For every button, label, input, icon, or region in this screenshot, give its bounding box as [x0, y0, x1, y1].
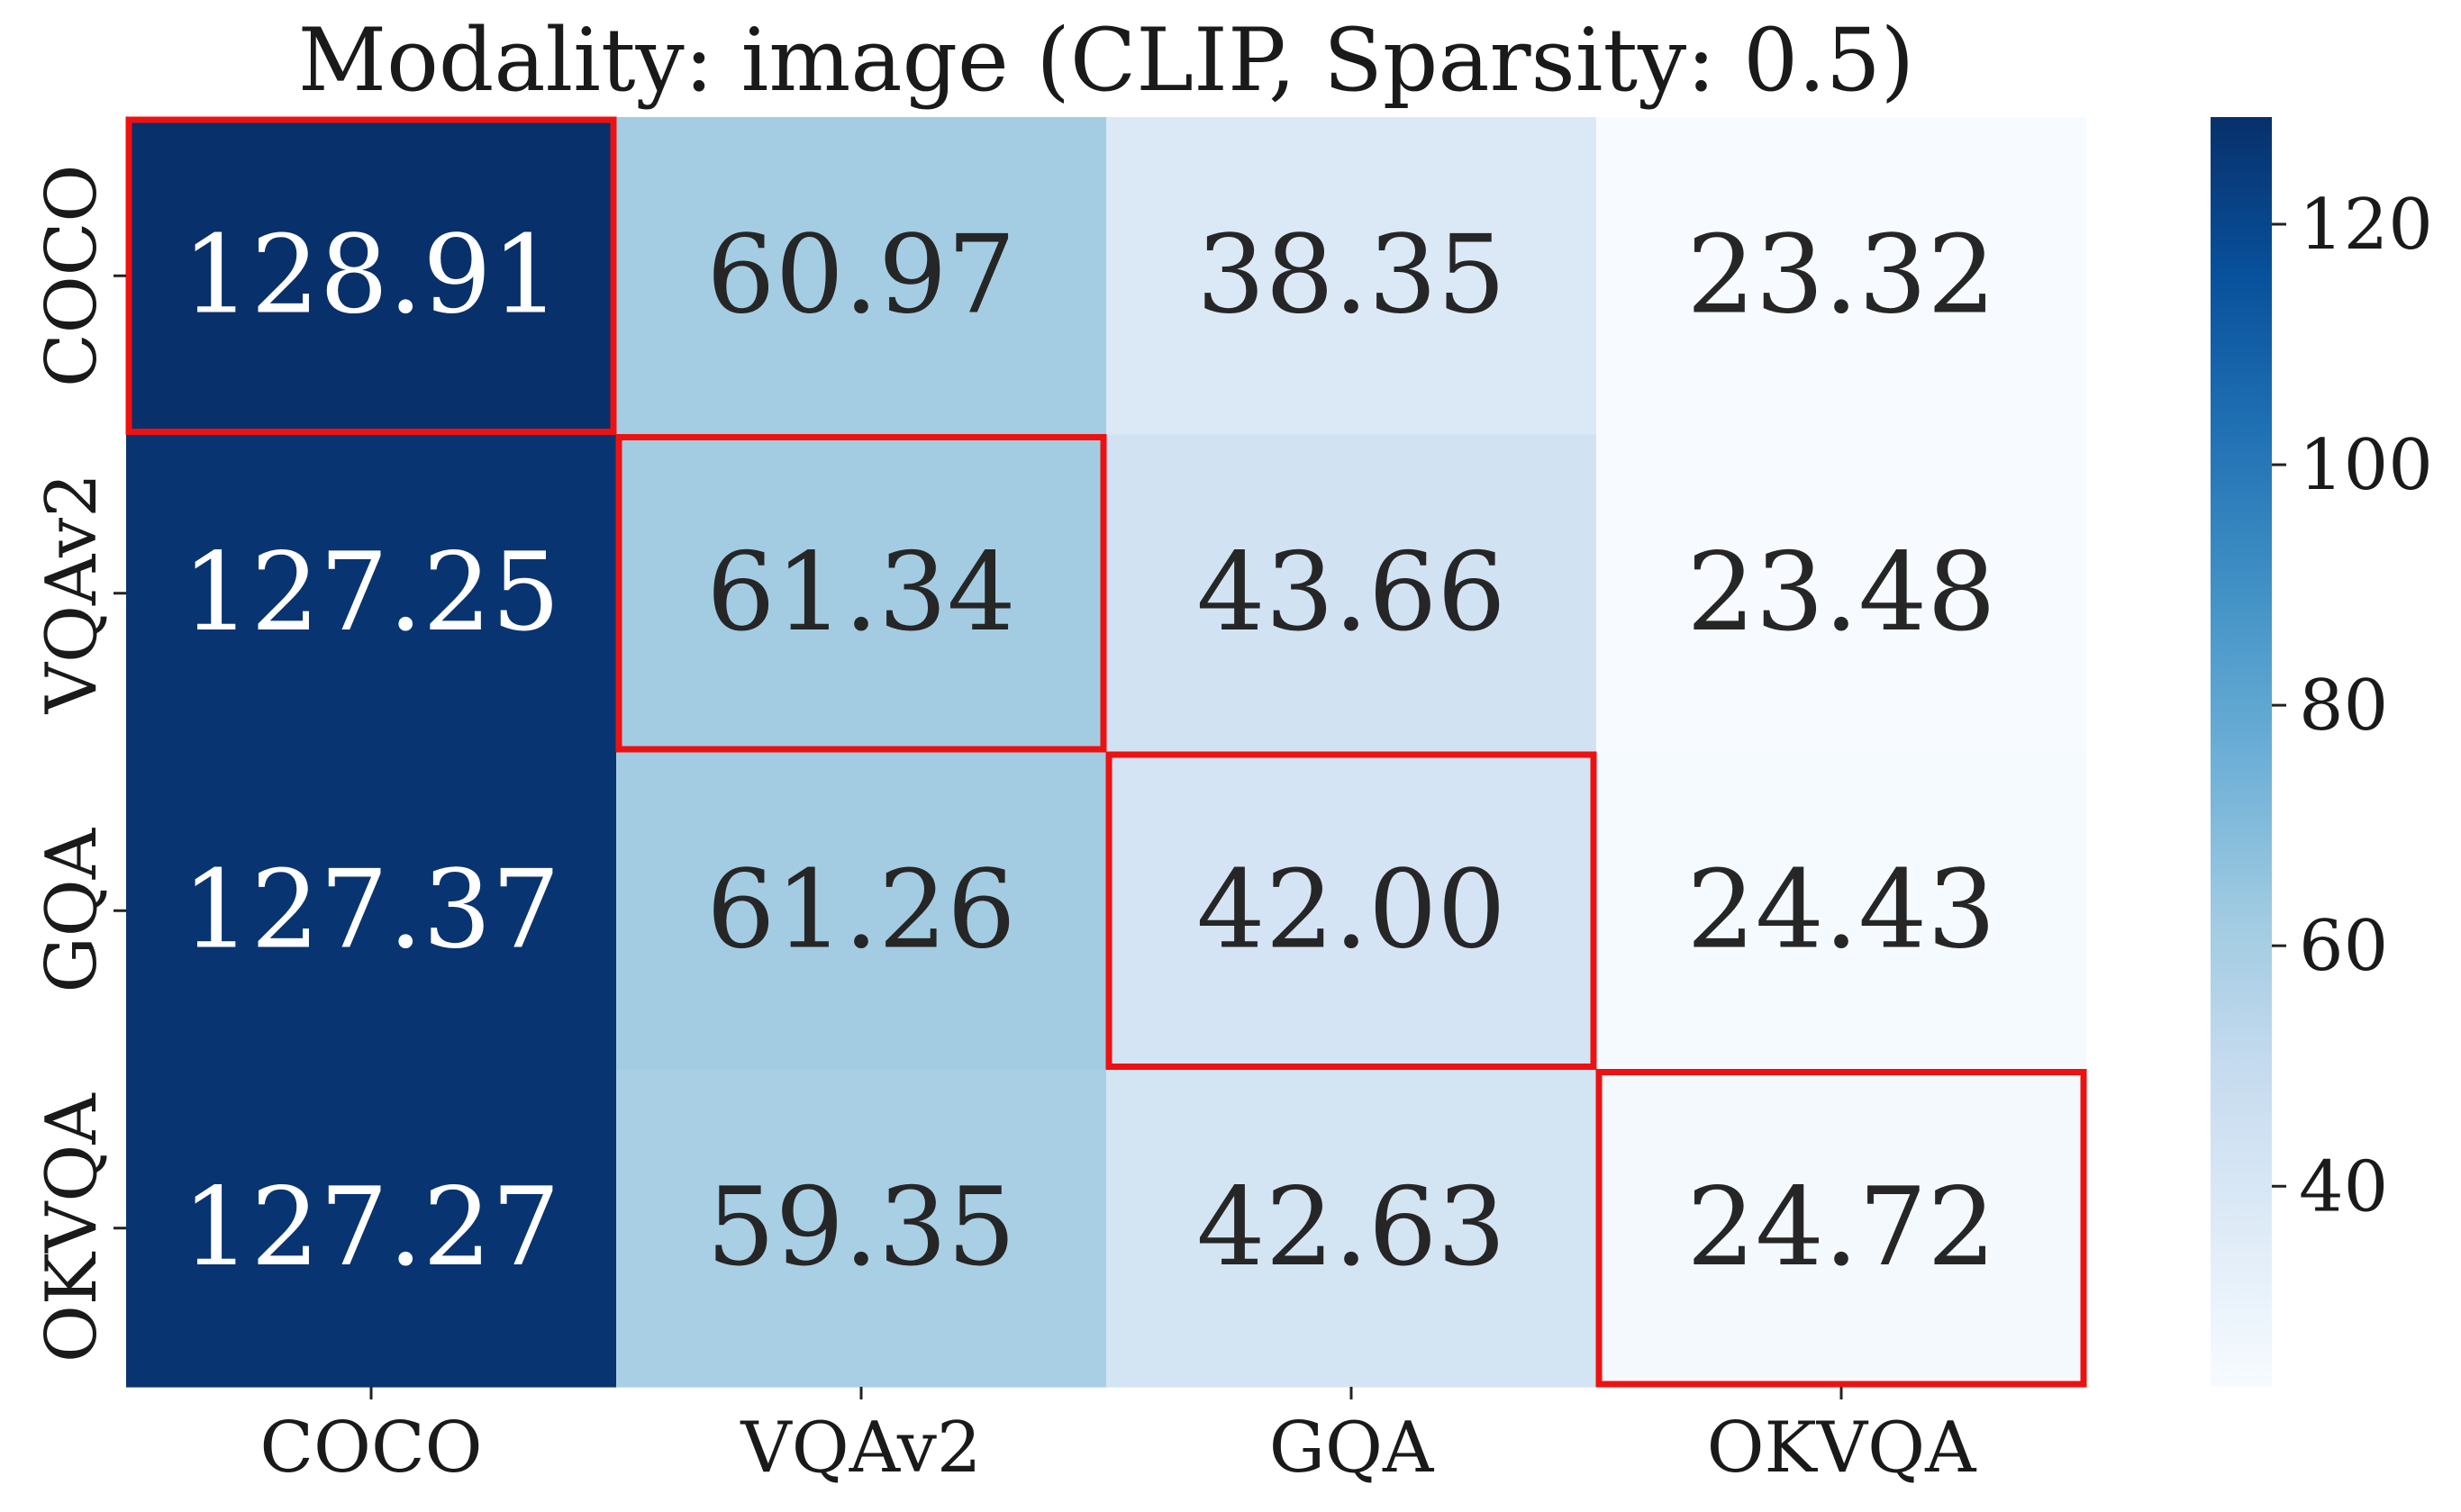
colorbar-tick-label: 120	[2299, 185, 2433, 266]
chart-title: Modality: image (CLIP, Sparsity: 0.5)	[298, 10, 1914, 111]
heatmap-cell	[616, 434, 1107, 753]
y-tick-label: GQA	[32, 827, 113, 992]
cell-value-label: 24.43	[1686, 847, 1996, 973]
heatmap-cell	[616, 117, 1107, 436]
cell-value-label: 42.00	[1196, 847, 1506, 973]
heatmap-cell	[1106, 752, 1597, 1071]
heatmap-cell	[1596, 117, 2087, 436]
highlight-box	[125, 116, 617, 435]
highlight-box	[1595, 1069, 2087, 1388]
y-tick-label: COCO	[32, 165, 113, 387]
heatmap-cell	[1596, 752, 2087, 1071]
heatmap-cell	[616, 752, 1107, 1071]
cell-value-label: 59.35	[706, 1165, 1016, 1290]
heatmap-cell	[1106, 1069, 1597, 1388]
cell-value-label: 61.26	[706, 847, 1016, 973]
cell-value-label: 61.34	[706, 530, 1016, 656]
highlight-box	[615, 434, 1107, 753]
colorbar-gradient	[2211, 117, 2272, 1387]
x-tick-label: GQA	[1269, 1408, 1435, 1489]
x-tick-label: VQAv2	[740, 1408, 981, 1489]
heatmap-cells: 128.91 60.97 38.35 23.32 127.25 61.34 43.66 23.…	[126, 117, 2087, 1388]
colorbar-tick-label: 40	[2299, 1146, 2388, 1227]
heatmap-cell	[126, 434, 617, 753]
diagonal-highlights	[125, 116, 2087, 1388]
x-tick-label: COCO	[259, 1408, 482, 1489]
heatmap-cell	[1596, 434, 2087, 753]
heatmap-cell	[126, 1069, 617, 1388]
cell-value-label: 42.63	[1196, 1165, 1506, 1290]
heatmap-cell	[1106, 434, 1597, 753]
heatmap-cell	[126, 117, 617, 436]
y-tick-label: OKVQA	[32, 1092, 113, 1363]
cell-value-label: 128.91	[182, 213, 560, 338]
heatmap-cell	[126, 752, 617, 1071]
y-axis: COCO VQAv2 GQA OKVQA	[32, 165, 126, 1363]
colorbar-tick-label: 100	[2299, 425, 2433, 506]
cell-value-label: 38.35	[1196, 213, 1506, 338]
cell-value-label: 60.97	[706, 213, 1016, 338]
cell-value-label: 23.48	[1686, 530, 1996, 656]
cell-value-label: 43.66	[1196, 530, 1506, 656]
colorbar: 40 60 80 100 120	[2211, 117, 2433, 1387]
x-axis: COCO VQAv2 GQA OKVQA	[259, 1387, 1977, 1489]
highlight-box	[1105, 751, 1597, 1070]
heatmap-cell	[1106, 117, 1597, 436]
x-tick-label: OKVQA	[1707, 1408, 1977, 1489]
colorbar-tick-label: 60	[2299, 906, 2388, 987]
cell-value-label: 23.32	[1686, 213, 1996, 338]
cell-value-label: 24.72	[1686, 1165, 1996, 1290]
cell-value-label: 127.25	[182, 530, 560, 656]
cell-value-label: 127.37	[182, 847, 560, 973]
colorbar-tick-label: 80	[2299, 665, 2388, 747]
heatmap-cell	[1596, 1069, 2087, 1388]
heatmap-cell	[616, 1069, 1107, 1388]
cell-value-label: 127.27	[182, 1165, 560, 1290]
y-tick-label: VQAv2	[32, 473, 113, 714]
